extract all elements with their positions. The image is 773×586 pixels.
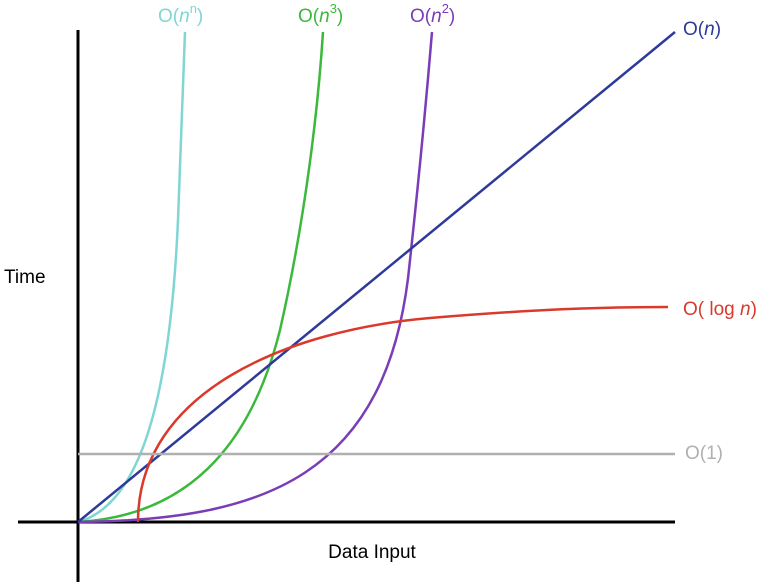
complexity-curve bbox=[77, 31, 676, 523]
complexity-curve bbox=[77, 31, 187, 524]
label-pre: O( log bbox=[683, 299, 740, 320]
label-var: n bbox=[740, 299, 751, 320]
curve-label: O(n3) bbox=[298, 1, 343, 27]
label-post: ) bbox=[751, 299, 757, 320]
x-axis-label: Data Input bbox=[328, 542, 416, 563]
label-sup: n bbox=[190, 1, 197, 16]
curve-label: O( log n) bbox=[683, 299, 757, 320]
complexity-curve bbox=[136, 305, 669, 523]
label-post: ) bbox=[449, 6, 455, 27]
label-pre: O( bbox=[298, 6, 320, 27]
label-post: ) bbox=[197, 6, 203, 27]
label-pre: O( bbox=[683, 19, 705, 40]
label-var: n bbox=[431, 6, 442, 27]
label-var: n bbox=[179, 6, 190, 27]
curve-label: O(n) bbox=[683, 19, 721, 40]
complexity-curve bbox=[77, 31, 434, 524]
label-post: ) bbox=[337, 6, 343, 27]
label-pre: O(1) bbox=[685, 443, 723, 464]
curve-label: O(n2) bbox=[410, 1, 455, 27]
label-sup: 3 bbox=[330, 1, 337, 16]
curve-label: O(1) bbox=[685, 443, 723, 464]
label-pre: O( bbox=[158, 6, 180, 27]
label-pre: O( bbox=[410, 6, 432, 27]
label-var: n bbox=[319, 6, 330, 27]
label-var: n bbox=[704, 19, 715, 40]
label-post: ) bbox=[715, 19, 721, 40]
complexity-curve bbox=[77, 31, 325, 524]
curve-label: O(nn) bbox=[158, 1, 203, 27]
label-sup: 2 bbox=[442, 1, 449, 16]
y-axis-label: Time bbox=[4, 267, 46, 288]
